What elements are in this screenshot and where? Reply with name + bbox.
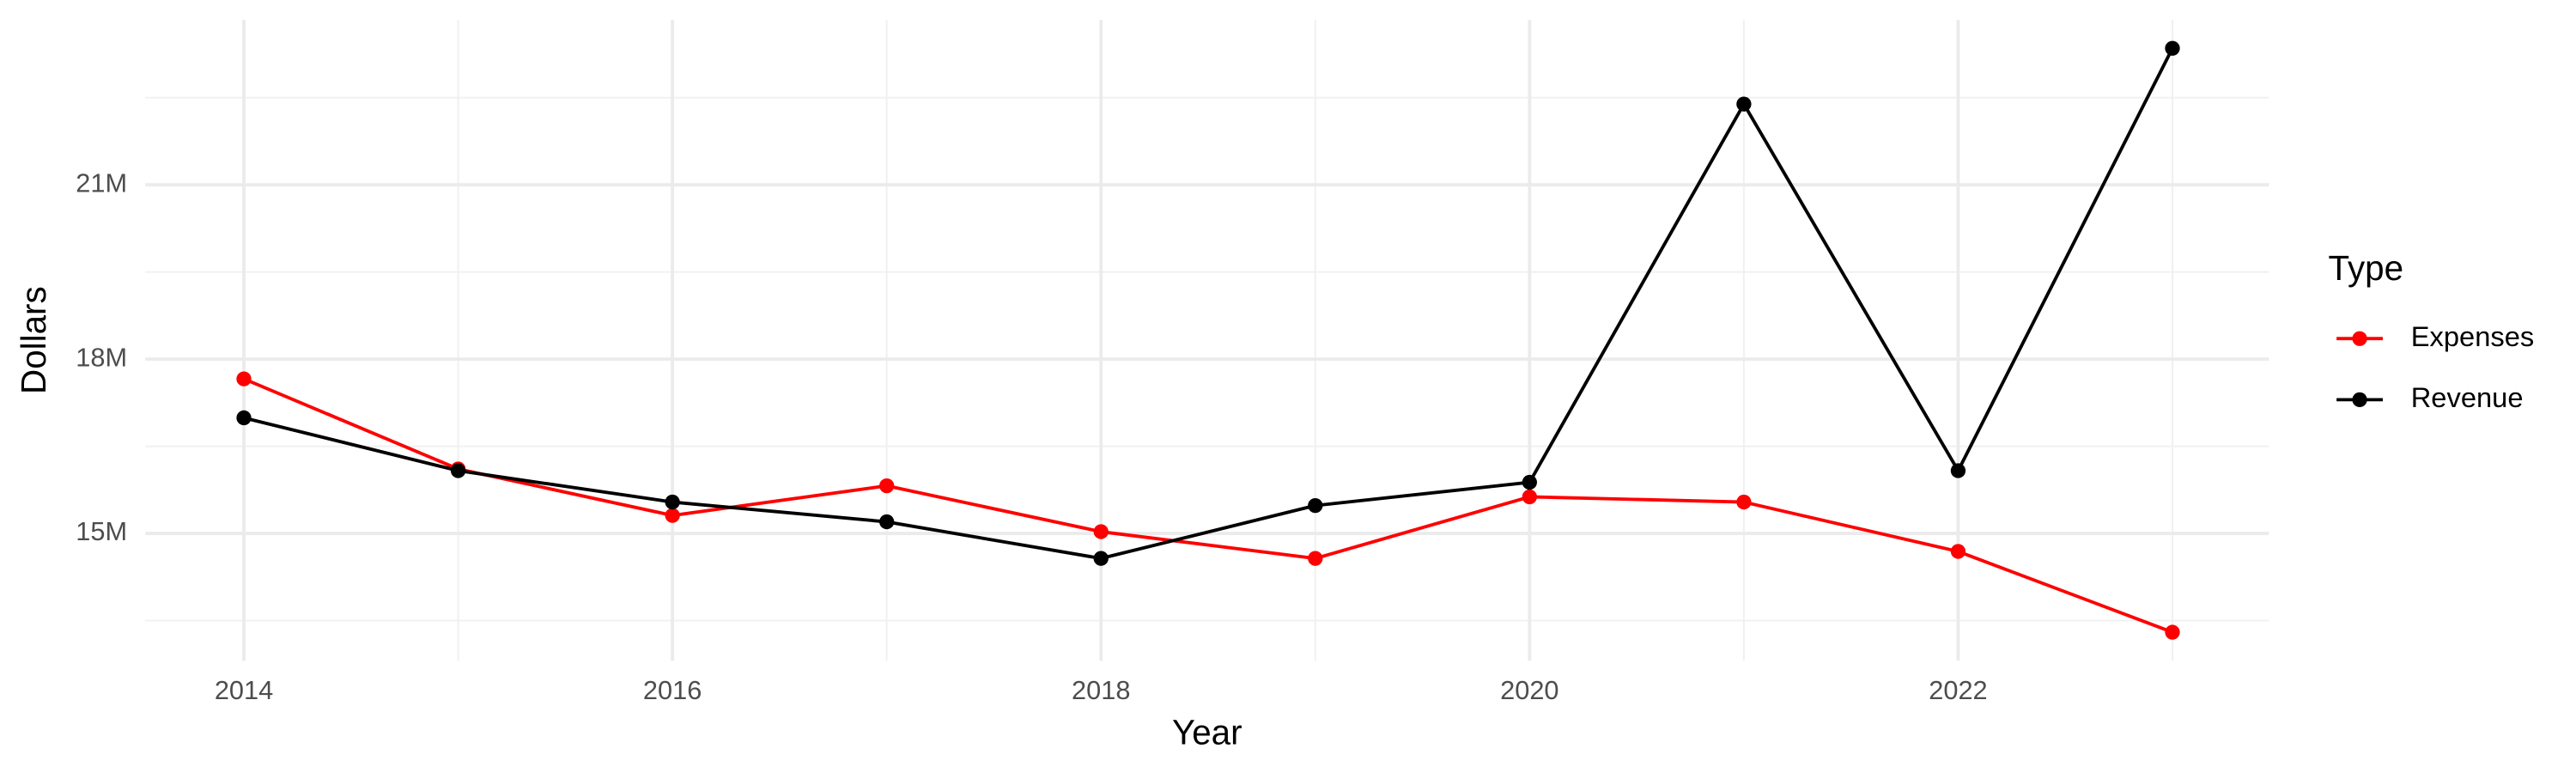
x-tick-label: 2022: [1929, 675, 1987, 705]
data-point: [450, 463, 466, 478]
data-point: [665, 508, 680, 523]
data-point: [1093, 551, 1109, 566]
x-tick-label: 2016: [643, 675, 702, 705]
y-tick-label: 18M: [76, 342, 127, 372]
data-point: [879, 514, 895, 530]
data-point: [1522, 489, 1538, 505]
data-point: [879, 478, 895, 494]
series-line: [243, 377, 2173, 634]
data-point: [1308, 497, 1323, 514]
data-point: [1522, 474, 1538, 490]
series-line: [243, 47, 2174, 561]
data-point: [1950, 463, 1966, 478]
legend-label: Revenue: [2411, 381, 2524, 413]
data-point: [2165, 624, 2180, 640]
data-point: [1308, 551, 1323, 566]
legend-point: [2352, 392, 2367, 408]
data-point: [236, 371, 252, 386]
x-tick-label: 2014: [215, 675, 273, 705]
data-point: [2165, 40, 2180, 56]
x-axis-title: Year: [1172, 712, 1242, 752]
data-point: [236, 410, 252, 426]
data-point: [665, 494, 680, 510]
legend-label: Expenses: [2411, 320, 2535, 352]
y-axis-title: Dollars: [14, 286, 53, 394]
legend-title: Type: [2329, 248, 2404, 288]
grid: [145, 20, 2269, 661]
y-tick-label: 21M: [76, 167, 127, 198]
x-tick-label: 2018: [1072, 675, 1130, 705]
x-tick-label: 2020: [1500, 675, 1558, 705]
data-point: [1736, 494, 1752, 510]
data-point: [1736, 96, 1752, 112]
data-point: [1093, 524, 1109, 539]
legend-point: [2352, 331, 2367, 346]
data-point: [1950, 544, 1966, 559]
y-tick-label: 15M: [76, 516, 127, 546]
